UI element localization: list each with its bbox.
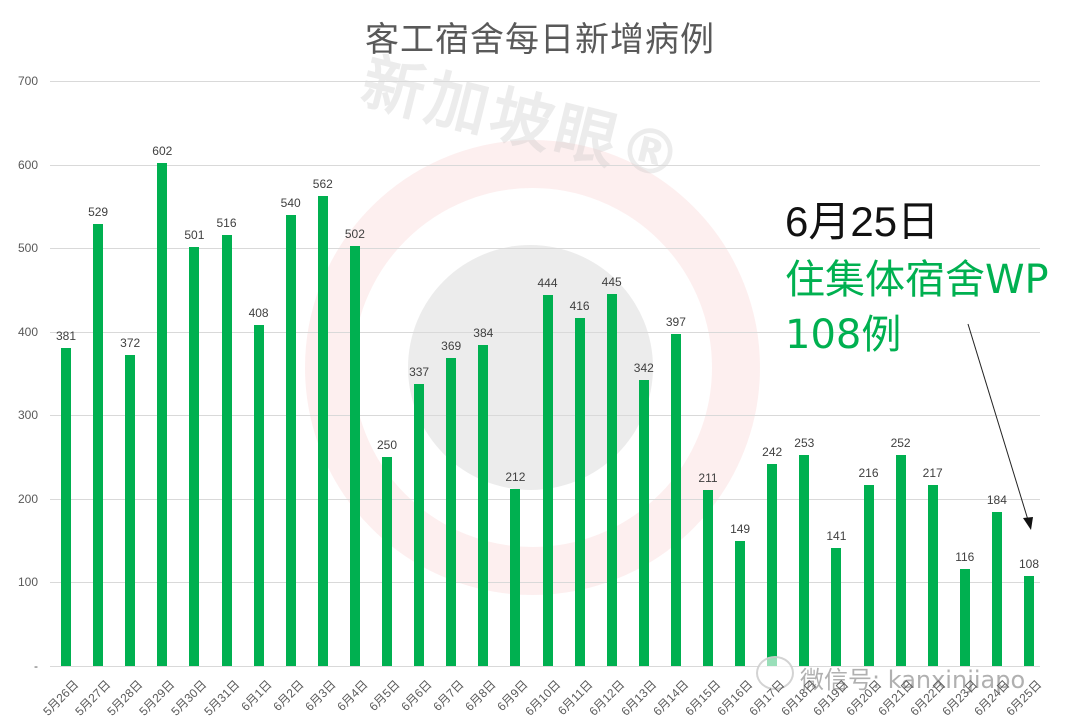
bar [767, 463, 778, 666]
bar [1024, 575, 1034, 666]
bar [446, 357, 457, 666]
bar [317, 196, 328, 666]
bar-value-label: 381 [55, 328, 77, 343]
gridline [50, 81, 1040, 82]
bar-value-label: 372 [120, 336, 141, 351]
bar-value-label: 501 [184, 228, 205, 243]
bar [221, 234, 232, 666]
annotation-label: 住集体宿舍WP [785, 257, 1049, 303]
bar [927, 484, 938, 666]
wechat-icon [756, 656, 794, 690]
bar-value-label: 149 [730, 522, 751, 537]
y-tick-label: 600 [17, 157, 38, 172]
bar [542, 294, 553, 666]
bar-value-label: 108 [1018, 556, 1040, 571]
bar [157, 162, 168, 666]
bar [189, 247, 200, 666]
bar-value-label: 217 [922, 465, 943, 480]
bar-value-label: 342 [633, 361, 654, 376]
y-tick-label: 700 [17, 74, 38, 88]
bar [799, 454, 810, 666]
gridline [50, 164, 1040, 166]
bar [510, 488, 521, 666]
bar-value-label: 397 [665, 315, 686, 330]
bar-value-label: 242 [762, 444, 783, 459]
bar-value-label: 416 [569, 299, 590, 314]
bar [670, 334, 681, 666]
bar-value-label: 444 [537, 275, 558, 290]
plot-area: 381 529 372 602 501 516 408 540 562 502 250 337 369 3… [50, 81, 1040, 667]
bar [253, 325, 264, 666]
bar-value-label: 369 [441, 338, 462, 353]
bar [349, 246, 360, 666]
bar-value-label: 540 [280, 195, 301, 210]
bar [478, 345, 489, 666]
bar-value-label: 216 [858, 466, 879, 481]
bar-value-label: 562 [312, 177, 333, 192]
bar [863, 485, 874, 666]
bar [735, 541, 746, 666]
bar [959, 569, 970, 666]
bar [606, 294, 617, 666]
bar [895, 455, 906, 666]
bar [93, 223, 104, 666]
bar [61, 347, 71, 666]
bar [574, 318, 585, 666]
annotation-date: 6月25日 [785, 198, 940, 245]
bar-value-label: 516 [216, 215, 237, 230]
gridline [50, 666, 1040, 667]
bar-value-label: 408 [248, 306, 269, 321]
y-tick-label: 200 [17, 491, 38, 506]
bar [831, 548, 842, 666]
bar-value-label: 212 [505, 469, 526, 484]
wechat-watermark: 微信号: kanxinjiapo [800, 666, 1026, 694]
bar-value-label: 384 [473, 326, 494, 341]
gridline [50, 248, 1040, 250]
bar [414, 384, 425, 666]
y-tick-label: 100 [17, 575, 38, 590]
bar-value-label: 252 [890, 436, 911, 451]
bar-value-label: 445 [601, 275, 622, 290]
bar-value-label: 184 [986, 493, 1007, 508]
bar-value-label: 602 [152, 143, 173, 158]
y-tick-label: 500 [17, 241, 38, 256]
bar-value-label: 529 [88, 204, 109, 219]
bar-value-label: 141 [826, 529, 847, 544]
bar [382, 457, 392, 666]
bar [991, 512, 1002, 666]
bar [125, 355, 136, 666]
bar-value-label: 337 [409, 365, 430, 380]
bar-value-label: 253 [794, 435, 815, 450]
bar-value-label: 211 [698, 470, 718, 485]
bar [703, 489, 713, 666]
bar-value-label: 502 [344, 227, 365, 242]
y-tick-label: 400 [17, 324, 38, 339]
bar [638, 380, 649, 666]
bar [285, 214, 296, 666]
y-tick-label: 300 [17, 408, 38, 423]
y-tick-label: - [34, 659, 38, 673]
chart-title: 客工宿舍每日新增病例 [365, 20, 715, 60]
bar-value-label: 250 [376, 438, 398, 453]
annotation-value: 108例 [785, 312, 902, 358]
bar-value-label: 116 [955, 550, 975, 565]
